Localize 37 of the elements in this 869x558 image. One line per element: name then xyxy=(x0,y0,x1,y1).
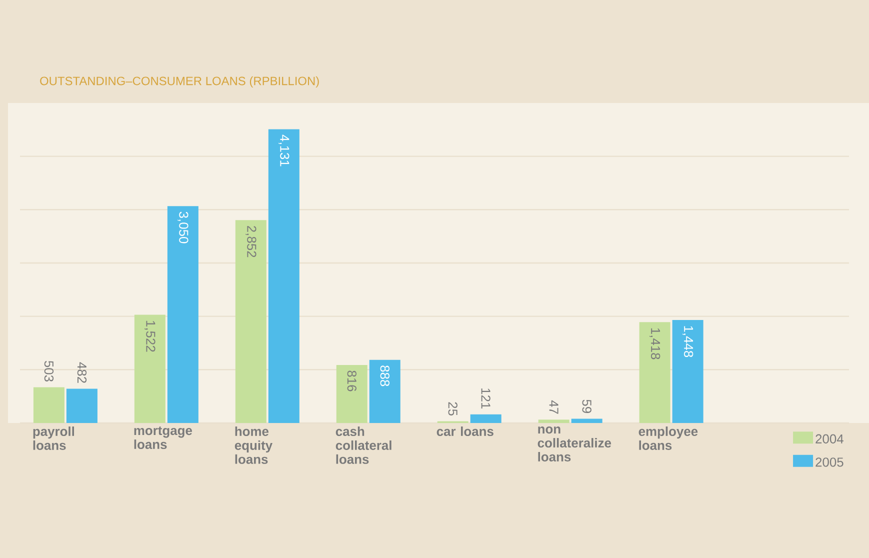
data-label: 2,852 xyxy=(246,226,256,258)
x-tick-label: cash collateral loans xyxy=(336,426,392,464)
bar xyxy=(167,206,198,423)
bar xyxy=(369,360,400,423)
data-label: 4,131 xyxy=(278,134,290,166)
data-label: 1,522 xyxy=(144,320,156,352)
data-label: 1,418 xyxy=(649,328,660,360)
bar xyxy=(33,387,64,423)
x-tick-label: non collateralize loans xyxy=(538,426,612,462)
legend-label: 2004 xyxy=(816,434,844,444)
data-label: 482 xyxy=(77,362,87,383)
data-label: 47 xyxy=(549,400,558,414)
bar xyxy=(336,364,368,423)
x-tick-label: employee loans xyxy=(638,426,698,450)
bar xyxy=(268,129,300,423)
x-tick-label: car loans xyxy=(436,426,494,436)
data-label: 888 xyxy=(380,366,390,386)
data-label: 59 xyxy=(582,400,592,413)
bar xyxy=(134,314,166,423)
x-tick-label: payroll loans xyxy=(33,426,74,450)
data-label: 816 xyxy=(347,370,356,392)
chart-title: OUTSTANDING–CONSUMER LOANS (RPBILLION) xyxy=(40,76,319,88)
bar xyxy=(235,220,266,423)
bar xyxy=(66,388,98,423)
bar xyxy=(470,414,502,423)
bar xyxy=(672,320,704,423)
data-label: 121 xyxy=(481,388,490,409)
data-label: 25 xyxy=(448,402,458,416)
bar xyxy=(571,418,602,423)
bar xyxy=(538,420,570,423)
x-tick-label: home equity loans xyxy=(234,426,272,464)
legend-label: 2005 xyxy=(816,458,844,467)
data-label: 3,050 xyxy=(178,212,188,244)
data-label: 1,448 xyxy=(682,326,694,358)
x-tick-label: mortgage loans xyxy=(134,426,192,450)
bar xyxy=(639,322,670,423)
data-label: 503 xyxy=(44,360,54,382)
